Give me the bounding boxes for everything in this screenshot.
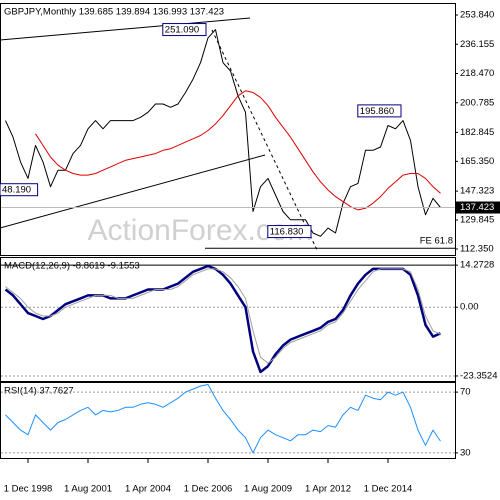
price-label-box: [0, 183, 39, 197]
y-tick-label: 182.845: [460, 127, 494, 138]
y-tick-label: 218.470: [460, 68, 494, 79]
x-tick-label: 1 Aug 2001: [64, 484, 112, 495]
panel-title: GBPJPY,Monthly 139.685 139.894 136.993 1…: [4, 7, 224, 18]
price-label: 251.090: [165, 25, 199, 36]
projection-line: [211, 29, 319, 253]
series-line: [5, 268, 441, 364]
fe-label: FE 61.8: [420, 236, 453, 247]
y-tick-label: 112.350: [460, 243, 494, 254]
price-label: 116.830: [270, 227, 304, 238]
macd-panel: [0, 257, 456, 382]
y-tick-label: 253.840: [460, 10, 494, 21]
y-tick-label: 200.785: [460, 97, 494, 108]
x-tick-label: 1 Dec 1998: [4, 484, 53, 495]
price-label-box: [267, 225, 312, 239]
x-tick-label: 1 Dec 2006: [184, 484, 233, 495]
price-panel: [0, 3, 456, 256]
trend-line: [0, 154, 266, 229]
panel-title: MACD(12,26,9) -8.8619 -9.1553: [4, 261, 140, 272]
y-tick-label: 129.845: [460, 215, 494, 226]
y-tick-label: 14.2728: [460, 260, 494, 271]
x-tick-label: 1 Dec 2014: [364, 484, 413, 495]
panel-title: RSI(14) 37.7627: [4, 386, 74, 397]
price-label-box: [162, 23, 207, 37]
series-line: [5, 384, 441, 454]
rsi-panel: [0, 382, 456, 459]
y-tick-label: 165.350: [460, 156, 494, 167]
y-tick-label: 70: [460, 387, 471, 398]
y-tick-label: -23.3524: [460, 370, 498, 381]
last-price-box: [456, 201, 500, 214]
x-tick-label: 1 Apr 2012: [305, 484, 351, 495]
y-tick-label: 30: [460, 447, 471, 458]
y-tick-label: 147.323: [460, 186, 494, 197]
x-tick-label: 1 Apr 2004: [125, 484, 171, 495]
series-line: [5, 29, 441, 237]
series-line: [4, 264, 442, 374]
trend-line: [0, 17, 251, 41]
y-tick-label: 0.00: [460, 302, 479, 313]
price-label: 48.190: [2, 185, 31, 196]
series-line: [35, 90, 441, 211]
x-tick-label: 1 Aug 2009: [244, 484, 292, 495]
price-label: 195.860: [360, 106, 394, 117]
y-tick-label: 236.155: [460, 39, 494, 50]
last-price-label: 137.423: [460, 202, 494, 213]
price-label-box: [357, 104, 402, 118]
